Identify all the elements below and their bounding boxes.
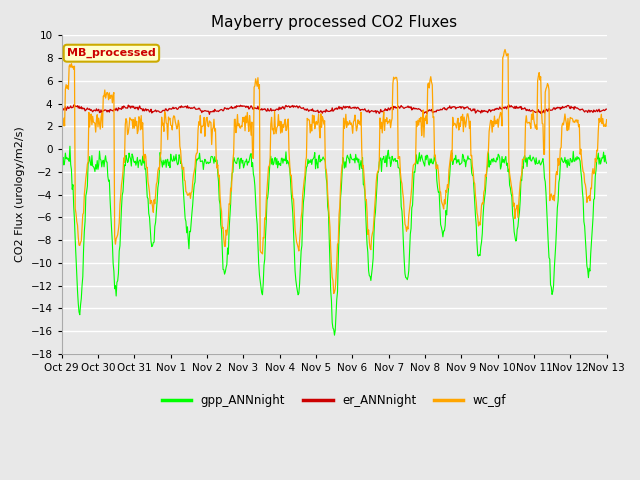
Y-axis label: CO2 Flux (urology/m2/s): CO2 Flux (urology/m2/s) [15, 127, 25, 263]
Legend: gpp_ANNnight, er_ANNnight, wc_gf: gpp_ANNnight, er_ANNnight, wc_gf [157, 389, 511, 411]
Line: er_ANNnight: er_ANNnight [61, 105, 607, 114]
wc_gf [401, 221, 409, 227]
wc_gf [179, 167, 187, 172]
gpp_ANNnight [124, 158, 132, 164]
gpp_ANNnight [66, 144, 74, 149]
wc_gf [124, 132, 131, 137]
er_ANNnight [58, 108, 65, 113]
Line: wc_gf: wc_gf [61, 49, 607, 294]
gpp_ANNnight [68, 186, 76, 192]
gpp_ANNnight [209, 154, 216, 160]
gpp_ANNnight [418, 152, 426, 158]
er_ANNnight [417, 108, 425, 113]
er_ANNnight [205, 111, 213, 117]
er_ANNnight [209, 109, 216, 115]
er_ANNnight [603, 106, 611, 112]
gpp_ANNnight [402, 275, 410, 281]
er_ANNnight [179, 104, 187, 110]
wc_gf [58, 129, 65, 135]
wc_gf [501, 47, 509, 52]
er_ANNnight [124, 105, 131, 111]
Line: gpp_ANNnight: gpp_ANNnight [61, 146, 607, 335]
Text: MB_processed: MB_processed [67, 48, 156, 59]
wc_gf [330, 291, 337, 297]
Title: Mayberry processed CO2 Fluxes: Mayberry processed CO2 Fluxes [211, 15, 457, 30]
gpp_ANNnight [58, 154, 65, 160]
wc_gf [208, 142, 216, 147]
wc_gf [417, 114, 425, 120]
wc_gf [68, 61, 76, 67]
gpp_ANNnight [603, 160, 611, 166]
gpp_ANNnight [180, 192, 188, 197]
er_ANNnight [505, 102, 513, 108]
er_ANNnight [68, 105, 76, 111]
er_ANNnight [401, 105, 409, 110]
gpp_ANNnight [331, 332, 339, 338]
wc_gf [603, 117, 611, 122]
